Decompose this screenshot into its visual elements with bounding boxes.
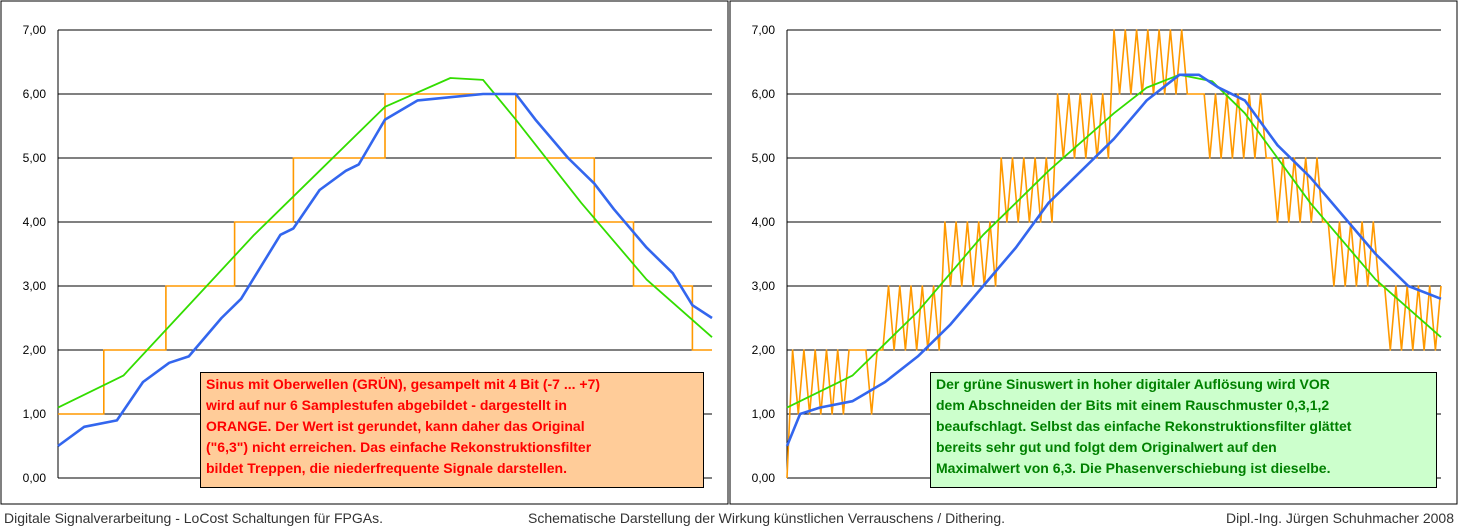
right-annotation-line: dem Abschneiden der Bits mit einem Rausc…: [936, 397, 1330, 413]
left-y-tick-label: 0,00: [23, 471, 47, 485]
right-annotation-line: Der grüne Sinuswert in hoher digitaler A…: [936, 376, 1330, 392]
left-annotation-line: bildet Treppen, die niederfrequente Sign…: [206, 460, 567, 476]
footer-left-text: Digitale Signalverarbeitung - LoCost Sch…: [4, 510, 383, 526]
left-y-tick-label: 1,00: [23, 407, 47, 421]
right-annotation-line: beaufschlagt. Selbst das einfache Rekons…: [936, 418, 1352, 434]
footer-right-text: Dipl.-Ing. Jürgen Schuhmacher 2008: [1225, 510, 1454, 526]
left-series-filtered: [57, 92, 713, 448]
left-annotation-line: ("6,3") nicht erreichen. Das einfache Re…: [206, 439, 592, 455]
left-annotation-line: ORANGE. Der Wert ist gerundet, kann dahe…: [206, 418, 585, 434]
right-annotation-line: bereits sehr gut und folgt dem Originalw…: [936, 439, 1277, 455]
right-y-tick-label: 7,00: [752, 23, 776, 37]
right-y-tick-label: 4,00: [752, 215, 776, 229]
footer-center-text: Schematische Darstellung der Wirkung kün…: [528, 510, 1006, 526]
right-annotation: Der grüne Sinuswert in hoher digitaler A…: [930, 372, 1437, 488]
left-y-tick-label: 2,00: [23, 343, 47, 357]
right-y-tick-label: 2,00: [752, 343, 776, 357]
right-series-dithered: [786, 29, 1442, 479]
right-y-tick-label: 0,00: [752, 471, 776, 485]
left-y-tick-label: 7,00: [23, 23, 47, 37]
right-series-sine: [786, 73, 1442, 409]
left-y-tick-label: 6,00: [23, 87, 47, 101]
left-annotation-line: wird auf nur 6 Samplestufen abgebildet -…: [206, 397, 567, 413]
left-series-quantized-steps: [58, 93, 712, 415]
right-y-tick-label: 6,00: [752, 87, 776, 101]
right-series-filtered: [785, 73, 1442, 447]
right-annotation-line: Maximalwert von 6,3. Die Phasenverschieb…: [936, 460, 1331, 476]
right-y-tick-label: 5,00: [752, 151, 776, 165]
left-y-tick-label: 5,00: [23, 151, 47, 165]
left-y-tick-label: 3,00: [23, 279, 47, 293]
left-annotation-line: Sinus mit Oberwellen (GRÜN), gesampelt m…: [206, 376, 601, 392]
right-y-tick-label: 3,00: [752, 279, 776, 293]
left-series-sine: [57, 77, 713, 409]
left-annotation: Sinus mit Oberwellen (GRÜN), gesampelt m…: [200, 372, 704, 488]
left-y-tick-label: 4,00: [23, 215, 47, 229]
right-y-tick-label: 1,00: [752, 407, 776, 421]
